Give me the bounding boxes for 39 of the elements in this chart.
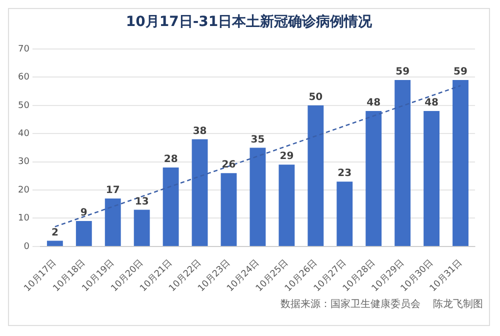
- y-tick-label: 0: [24, 242, 30, 252]
- bar: [336, 182, 353, 246]
- y-tick-label: 60: [18, 72, 30, 83]
- data-label: 50: [308, 92, 323, 104]
- data-label: 35: [250, 134, 265, 146]
- data-label: 59: [396, 66, 410, 78]
- data-label: 29: [280, 151, 294, 162]
- bar: [394, 80, 411, 246]
- bar: [104, 198, 121, 246]
- data-label: 17: [106, 185, 120, 196]
- data-label: 9: [80, 208, 88, 219]
- bar: [76, 221, 92, 246]
- data-label: 48: [424, 98, 439, 109]
- data-label: 13: [134, 196, 149, 208]
- y-tick-label: 50: [18, 100, 30, 111]
- bar: [424, 111, 440, 246]
- data-label: 28: [164, 154, 178, 166]
- data-label: 2: [51, 227, 58, 238]
- data-label: 38: [192, 126, 207, 137]
- y-tick-label: 70: [18, 44, 30, 54]
- bar: [308, 105, 324, 246]
- data-label: 23: [338, 168, 352, 180]
- data-label: 48: [366, 98, 381, 109]
- bar: [46, 240, 63, 246]
- bar: [452, 80, 468, 246]
- y-tick-label: 20: [18, 185, 30, 196]
- bar: [192, 139, 208, 246]
- y-tick-label: 30: [18, 157, 30, 168]
- bar: [250, 148, 266, 246]
- bar: [366, 111, 382, 246]
- source-note: 数据来源：国家卫生健康委员会 陈龙飞制图: [279, 298, 483, 311]
- bar: [220, 173, 237, 246]
- bar: [134, 210, 150, 246]
- bar: [278, 164, 295, 246]
- data-label: 59: [454, 66, 468, 78]
- y-tick-label: 10: [18, 214, 30, 224]
- bar: [162, 167, 179, 246]
- y-tick-label: 40: [18, 128, 30, 139]
- chart-title: 10月17日-31日本土新冠确诊病例情况: [124, 13, 374, 32]
